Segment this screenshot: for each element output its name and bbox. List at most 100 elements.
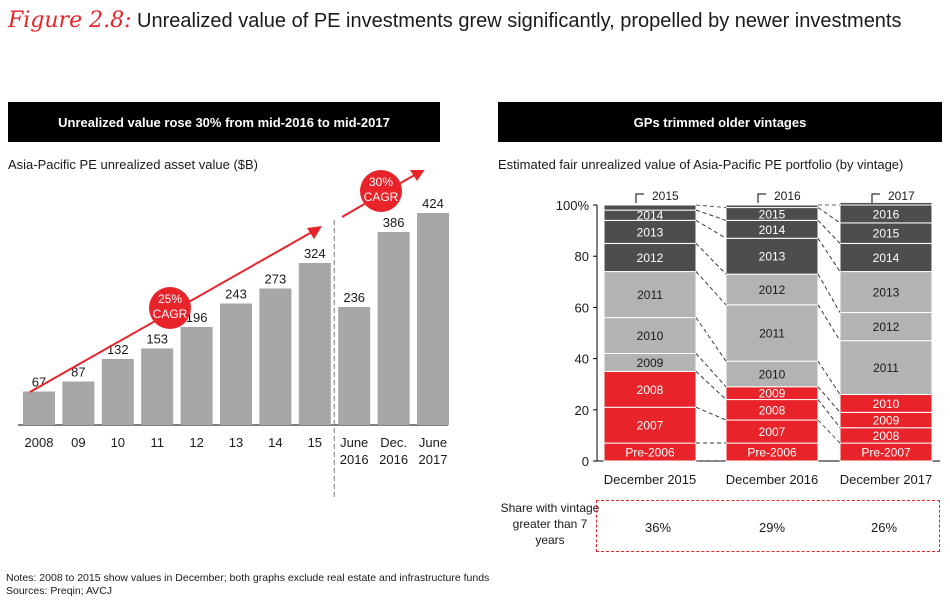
stacked-segment	[839, 271, 933, 314]
bar-value-label: 236	[343, 290, 365, 305]
left-banner: Unrealized value rose 30% from mid-2016 …	[8, 102, 440, 142]
share-box	[596, 500, 940, 552]
cagr-badge-pct: 25%	[158, 292, 182, 306]
figure-title: Figure 2.8: Unrealized value of PE inves…	[8, 8, 902, 33]
y-tick-label: 60	[575, 300, 589, 315]
bar	[417, 213, 449, 425]
vintage-connector	[695, 353, 727, 388]
segment-label: 2010	[759, 367, 786, 381]
bar-value-label: 243	[225, 287, 247, 302]
bar	[141, 348, 174, 425]
vintage-connector	[695, 220, 727, 239]
y-tick-label: 20	[575, 403, 589, 418]
vintage-connector	[695, 209, 727, 221]
stacked-segment	[725, 237, 819, 275]
x-tick-label: December 2015	[604, 472, 697, 487]
bar	[377, 232, 410, 425]
arrow-head-icon	[410, 170, 425, 181]
share-label: Share with vintage greater than 7 years	[500, 501, 600, 547]
bar-value-label: 324	[304, 246, 326, 261]
vintage-connector	[817, 207, 841, 224]
sources-line: Sources: Preqin; AVCJ	[6, 585, 113, 597]
arrow-head-icon	[307, 226, 322, 239]
vintage-connector	[817, 360, 841, 395]
segment-label: 2013	[637, 225, 664, 239]
stacked-segment	[725, 304, 819, 362]
segment-label: 2008	[873, 429, 900, 443]
segment-label: 2015	[759, 207, 786, 221]
vintage-connector	[695, 271, 727, 306]
cagr-badge-word: CAGR	[153, 307, 188, 321]
y-tick-label: 40	[575, 352, 589, 367]
vintage-connector	[817, 304, 841, 341]
x-tick-label: December 2016	[726, 472, 819, 487]
x-tick-label: Dec.	[380, 435, 407, 450]
segment-label: 2011	[637, 288, 663, 302]
notes: Notes: 2008 to 2015 show values in Decem…	[6, 572, 489, 598]
left-chart-subtitle: Asia-Pacific PE unrealized asset value (…	[8, 157, 259, 172]
vintage-connector	[817, 238, 841, 272]
x-tick-label: 2008	[25, 435, 54, 450]
bar-value-label: 386	[383, 215, 405, 230]
vintage-connector	[695, 243, 727, 275]
vintage-connector	[817, 419, 841, 444]
x-tick-label: 11	[150, 435, 164, 450]
stacked-segment	[725, 273, 819, 306]
bar	[180, 327, 213, 425]
share-value-2015: 36%	[644, 520, 672, 535]
stacked-segment	[725, 360, 819, 388]
stacked-segment	[603, 271, 697, 319]
segment-label: 2007	[637, 419, 664, 433]
figure-title-text: Unrealized value of PE investments grew …	[137, 10, 902, 32]
cagr-badge-word: CAGR	[364, 190, 399, 204]
stacked-segment	[603, 204, 697, 211]
stacked-segment	[725, 204, 819, 209]
bar	[338, 307, 371, 425]
bar	[259, 288, 292, 425]
segment-label: 2012	[873, 320, 900, 334]
segment-label: 2012	[759, 283, 786, 297]
segment-label: 2007	[759, 425, 786, 439]
x-tick-label: 2017	[419, 452, 448, 467]
top-segment-label: 2016	[774, 189, 801, 203]
bar-value-label: 87	[71, 365, 85, 380]
top-segment-label: 2015	[652, 189, 679, 203]
bar	[101, 359, 134, 425]
x-tick-label: 15	[308, 435, 322, 450]
cagr-badge-2	[360, 170, 402, 212]
stacked-segment	[603, 406, 697, 444]
segment-label: 2009	[637, 356, 664, 370]
segment-label: 2008	[759, 403, 786, 417]
vintage-connector	[695, 371, 727, 400]
segment-label: 2015	[873, 227, 900, 241]
x-tick-label: June	[419, 435, 447, 450]
right-chart-subtitle: Estimated fair unrealized value of Asia-…	[498, 157, 904, 172]
segment-label: 2011	[873, 361, 899, 375]
segment-label: 2013	[759, 250, 786, 264]
vintage-connector	[695, 406, 727, 421]
share-value-2017: 26%	[870, 520, 898, 535]
vintage-connector	[695, 317, 727, 362]
bar	[298, 263, 331, 425]
x-tick-label: 09	[71, 435, 85, 450]
x-tick-label: 2016	[340, 452, 369, 467]
bar-value-label: 153	[146, 332, 168, 347]
top-bracket	[635, 193, 644, 203]
stacked-segment	[839, 201, 933, 206]
right-banner: GPs trimmed older vintages	[498, 102, 942, 142]
segment-label: 2014	[759, 223, 786, 237]
y-tick-label: 100%	[556, 198, 590, 213]
bar-value-label: 424	[422, 196, 444, 211]
share-value-2016: 29%	[758, 520, 786, 535]
left-bar-chart: 6720088709132101531119612243132731432415…	[18, 170, 449, 500]
segment-label: 2016	[873, 207, 900, 221]
figure-label: Figure 2.8:	[8, 8, 132, 33]
segment-label: 2010	[637, 329, 664, 343]
vintage-connector	[817, 273, 841, 313]
stacked-segment	[603, 317, 697, 354]
vintage-connector	[817, 386, 841, 413]
segment-label: 2014	[637, 209, 664, 223]
x-tick-label: 14	[268, 435, 282, 450]
stacked-segment	[603, 242, 697, 273]
vintage-connector	[695, 204, 727, 208]
